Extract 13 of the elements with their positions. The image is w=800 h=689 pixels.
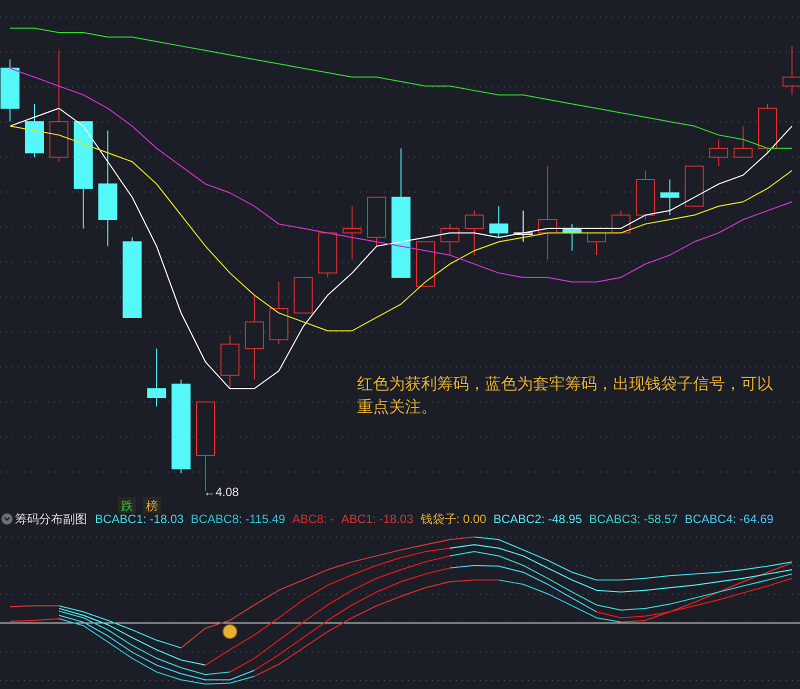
text: BCABC8: -115.49 xyxy=(190,512,286,526)
annotation: 红色为获利筹码，蓝色为套牢筹码，出现钱袋子信号，可以重点关注。 xyxy=(357,373,774,418)
series-label: ABC1: -18.03 xyxy=(341,512,414,526)
chart-title: 筹码分布副图 xyxy=(15,512,87,526)
text: 跌 xyxy=(121,499,133,513)
text: ABC8: - xyxy=(292,512,334,526)
text: BCABC1: -18.03 xyxy=(95,512,184,526)
series-label: BCABC2: -48.95 xyxy=(493,512,582,526)
text: BCABC4: -64.69 xyxy=(684,512,774,526)
annotation: ←4.08 xyxy=(204,485,240,499)
text: 榜 xyxy=(146,499,158,513)
text: BCABC3: -58.57 xyxy=(589,512,678,526)
text: 钱袋子: 0.00 xyxy=(419,512,487,526)
